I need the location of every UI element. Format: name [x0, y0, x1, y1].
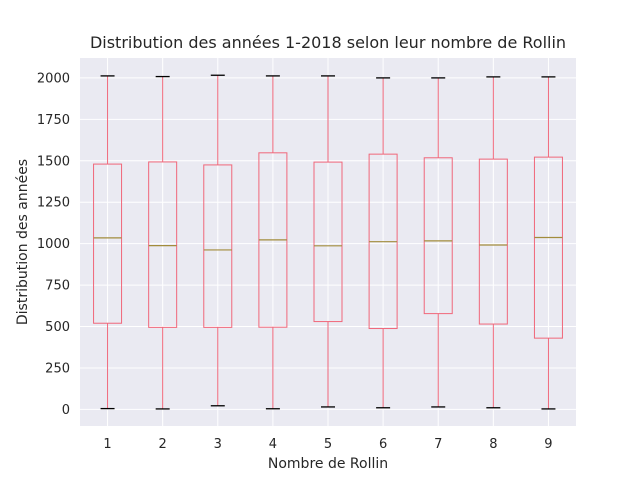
- box-2: [148, 75, 178, 410]
- x-axis-label: Nombre de Rollin: [268, 456, 388, 472]
- box-1: [93, 75, 123, 410]
- iqr-box: [478, 158, 508, 325]
- x-tick-label: 8: [489, 437, 497, 452]
- box-7: [423, 77, 453, 408]
- box-3: [203, 74, 233, 407]
- y-tick-label: 1750: [37, 113, 70, 128]
- y-tick-label: 1500: [37, 154, 70, 169]
- x-tick-labels: 1 2 3 4 5 6 7 8 9: [103, 437, 552, 452]
- x-tick-label: 5: [324, 437, 332, 452]
- y-tick-label: 500: [45, 320, 70, 335]
- x-tick-label: 7: [434, 437, 442, 452]
- iqr-box: [203, 164, 233, 328]
- x-tick-label: 3: [214, 437, 222, 452]
- y-axis-label: Distribution des années: [15, 159, 31, 325]
- y-tick-label: 0: [62, 403, 70, 418]
- box-8: [478, 76, 508, 409]
- iqr-box: [93, 163, 123, 324]
- y-tick-label: 1250: [37, 196, 70, 211]
- x-tick-label: 6: [379, 437, 387, 452]
- box-4: [258, 75, 288, 410]
- y-tick-labels: 0 250 500 750 1000 1250 1500 1750 2000: [37, 71, 70, 418]
- chart-title: Distribution des années 1-2018 selon leu…: [90, 33, 566, 52]
- y-tick-label: 1000: [37, 237, 70, 252]
- x-tick-label: 2: [159, 437, 167, 452]
- iqr-box: [423, 157, 453, 315]
- x-tick-label: 9: [544, 437, 552, 452]
- box-9: [533, 76, 563, 410]
- iqr-box: [533, 156, 563, 339]
- box-6: [368, 77, 398, 409]
- box-5: [313, 75, 343, 408]
- box-series: [93, 74, 563, 410]
- y-tick-label: 750: [45, 279, 70, 294]
- iqr-box: [148, 161, 178, 328]
- x-tick-label: 4: [269, 437, 277, 452]
- x-tick-label: 1: [103, 437, 111, 452]
- y-tick-label: 250: [45, 361, 70, 376]
- y-tick-label: 2000: [37, 71, 70, 86]
- iqr-box: [313, 161, 343, 323]
